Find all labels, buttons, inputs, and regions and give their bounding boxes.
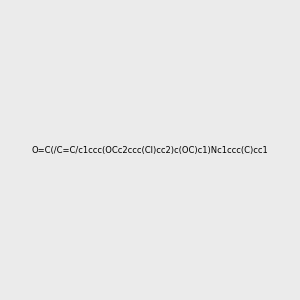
Text: O=C(/C=C/c1ccc(OCc2ccc(Cl)cc2)c(OC)c1)Nc1ccc(C)cc1: O=C(/C=C/c1ccc(OCc2ccc(Cl)cc2)c(OC)c1)Nc… bbox=[32, 146, 268, 154]
